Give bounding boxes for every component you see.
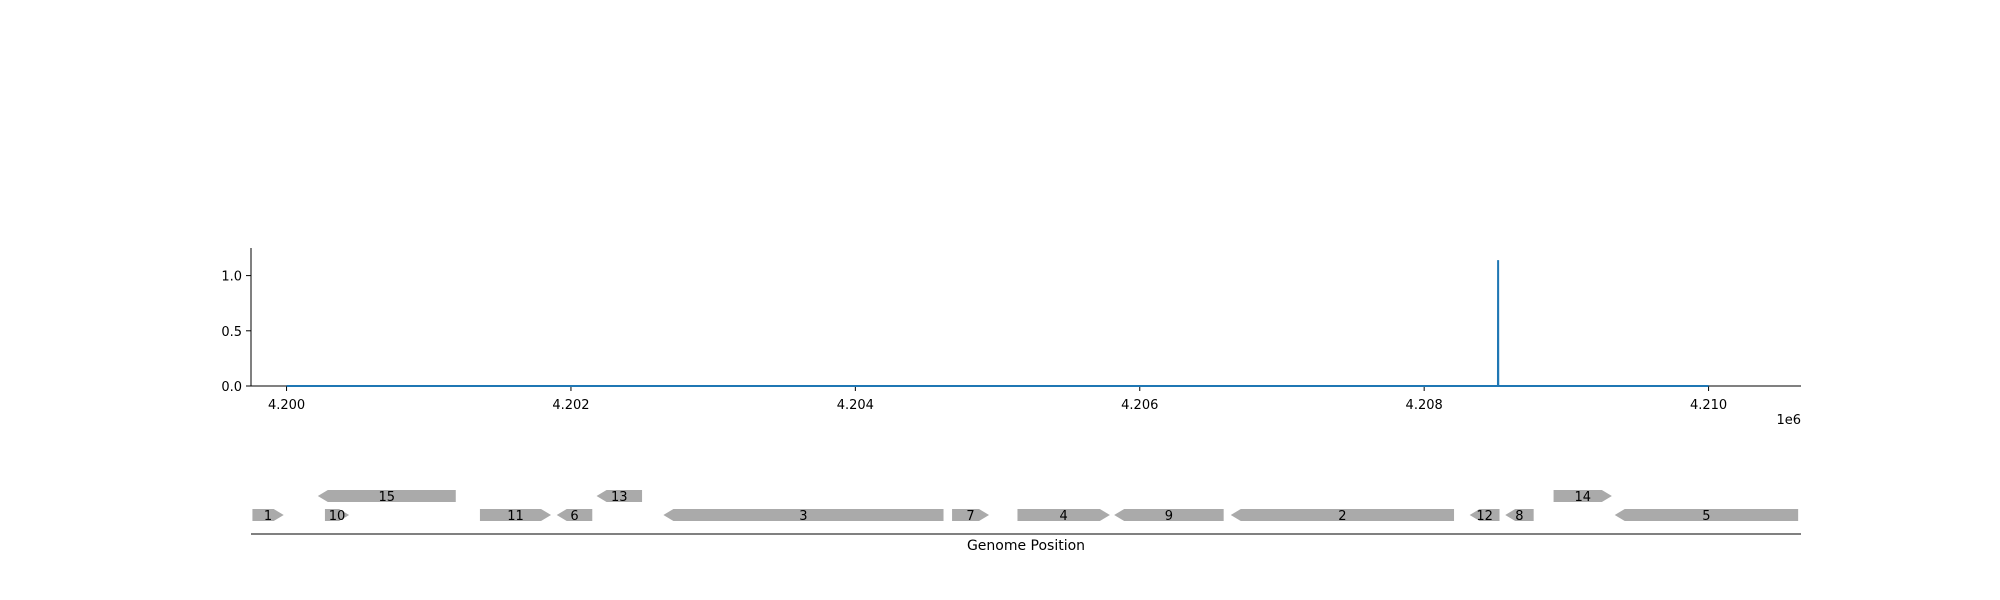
gene-track: 1 10 15 11 6 13 3 7 4 9 2 12 8 14 5 Genome Position	[251, 490, 1801, 554]
gene-arrow	[1230, 509, 1455, 521]
gene-label: 2	[1338, 509, 1346, 524]
series-layer	[286, 260, 1709, 387]
gene-arrow	[1114, 509, 1224, 521]
y-tick-label: 0.5	[221, 325, 242, 340]
gene-label: 5	[1702, 509, 1710, 524]
gene-layer: 1 10 15 11 6 13 3 7 4 9 2 12 8 14 5	[252, 490, 1799, 524]
coverage-line	[286, 260, 1709, 387]
gene-arrow	[556, 509, 593, 521]
x-tick-label: 4.200	[268, 398, 305, 413]
gene-label: 4	[1060, 509, 1068, 524]
gene-arrow	[1017, 509, 1110, 521]
y-ticks: 0.0 0.5 1.0	[221, 270, 251, 395]
gene-arrow	[1614, 509, 1799, 521]
x-tick-label: 4.202	[552, 398, 589, 413]
x-axis-title: Genome Position	[967, 538, 1085, 554]
y-tick-label: 1.0	[221, 270, 242, 285]
x-ticks: 4.200 4.202 4.204 4.206 4.208 4.210	[268, 386, 1727, 413]
gene-label: 8	[1515, 509, 1523, 524]
y-tick-label: 0.0	[221, 380, 242, 395]
gene-label: 3	[799, 509, 807, 524]
gene-arrow	[1469, 509, 1500, 521]
gene-label: 7	[966, 509, 974, 524]
gene-label: 12	[1476, 509, 1493, 524]
gene-label: 13	[611, 490, 628, 505]
gene-arrow	[1553, 490, 1612, 502]
x-tick-label: 4.206	[1121, 398, 1158, 413]
gene-arrow	[1505, 509, 1534, 521]
gene-label: 15	[379, 490, 396, 505]
x-tick-label: 4.210	[1690, 398, 1727, 413]
gene-label: 14	[1574, 490, 1591, 505]
gene-arrow	[324, 509, 350, 521]
gene-arrow	[596, 490, 643, 502]
gene-arrow	[663, 509, 944, 521]
gene-arrow	[952, 509, 990, 521]
gene-arrow	[252, 509, 284, 521]
x-offset-label: 1e6	[1776, 413, 1801, 428]
gene-label: 6	[570, 509, 578, 524]
gene-label: 11	[507, 509, 524, 524]
coverage-plot: 0.0 0.5 1.0 4.200 4.202 4.204 4.206 4.208 4.210…	[221, 248, 1801, 428]
x-tick-label: 4.204	[837, 398, 874, 413]
gene-arrow	[479, 509, 552, 521]
gene-label: 1	[264, 509, 272, 524]
gene-arrow	[317, 490, 456, 502]
x-tick-label: 4.208	[1406, 398, 1443, 413]
gene-label: 9	[1165, 509, 1173, 524]
gene-label: 10	[329, 509, 346, 524]
